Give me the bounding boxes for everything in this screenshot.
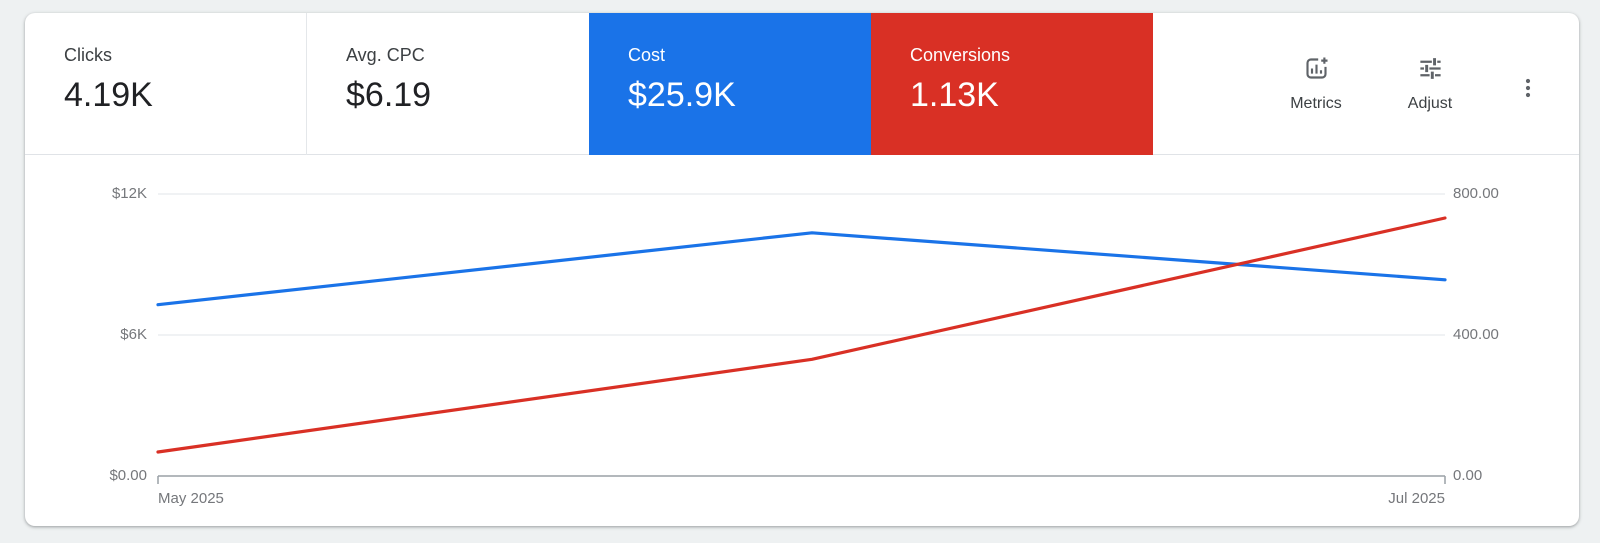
x-axis-line	[157, 475, 1446, 484]
y-left-tick: $6K	[120, 326, 147, 343]
scorecard-label: Cost	[628, 45, 666, 65]
x-tick-start: May 2025	[158, 490, 224, 507]
conversions-line	[156, 216, 1447, 454]
y-right-tick: 800.00	[1453, 185, 1499, 202]
time-series-chart: $12K $6K $0.00 800.00 400.00 0.00 May 20…	[25, 156, 1579, 526]
scorecard-clicks[interactable]: Clicks 4.19K	[25, 13, 307, 155]
scorecard-value: $25.9K	[628, 76, 736, 114]
x-tick-end: Jul 2025	[1388, 490, 1445, 507]
y-left-tick: $12K	[111, 185, 147, 202]
metrics-button-label: Metrics	[1290, 95, 1342, 112]
scorecard-label: Conversions	[910, 45, 1011, 65]
adjust-button-label: Adjust	[1407, 95, 1453, 112]
scorecard-value: $6.19	[346, 76, 432, 114]
more-options-button[interactable]	[1506, 68, 1550, 112]
cost-line	[156, 231, 1447, 307]
scorecard-row: Clicks 4.19K Avg. CPC $6.19 Cost $25.9K …	[25, 13, 1579, 155]
scorecard-label: Clicks	[64, 45, 112, 65]
chart-canvas	[156, 193, 1447, 484]
y-left-tick: $0.00	[109, 467, 147, 484]
add-chart-icon	[1303, 55, 1330, 87]
sliders-icon	[1417, 55, 1444, 87]
adjust-button[interactable]: Adjust	[1380, 55, 1480, 113]
scorecard-value: 4.19K	[64, 76, 153, 114]
kebab-menu-icon	[1516, 76, 1540, 105]
scorecard-conversions[interactable]: Conversions 1.13K	[871, 13, 1153, 155]
metrics-button[interactable]: Metrics	[1266, 55, 1366, 113]
scorecard-label: Avg. CPC	[346, 45, 425, 65]
y-right-tick: 0.00	[1453, 467, 1483, 484]
scorecard-value: 1.13K	[910, 76, 999, 114]
y-right-tick: 400.00	[1453, 326, 1499, 343]
chart-toolbar: Metrics Adjust	[1266, 13, 1579, 155]
scorecard-avg-cpc[interactable]: Avg. CPC $6.19	[307, 13, 589, 155]
metrics-chart-panel: Clicks 4.19K Avg. CPC $6.19 Cost $25.9K …	[25, 13, 1579, 526]
scorecard-cost[interactable]: Cost $25.9K	[589, 13, 871, 155]
